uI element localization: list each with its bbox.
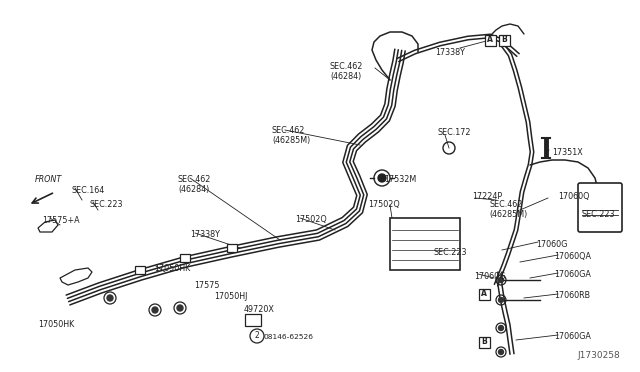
Text: 17502Q: 17502Q: [368, 200, 400, 209]
Circle shape: [499, 326, 504, 330]
Polygon shape: [60, 268, 92, 285]
Text: SEC.462
(46285M): SEC.462 (46285M): [272, 126, 310, 145]
Text: B: B: [501, 35, 507, 45]
Text: 17338Y: 17338Y: [435, 48, 465, 57]
Bar: [227, 244, 237, 252]
Bar: [180, 254, 190, 262]
Circle shape: [378, 174, 386, 182]
Text: SEC.462
(46284): SEC.462 (46284): [330, 62, 364, 81]
Text: 17060G: 17060G: [474, 272, 506, 281]
Text: SEC.172: SEC.172: [438, 128, 472, 137]
Text: 17532M: 17532M: [384, 175, 416, 184]
Circle shape: [177, 305, 183, 311]
Text: A: A: [481, 289, 487, 298]
Text: 2: 2: [255, 331, 259, 340]
Text: SEC.462
(46284): SEC.462 (46284): [178, 175, 211, 195]
Text: SEC.223: SEC.223: [90, 200, 124, 209]
Text: SEC.164: SEC.164: [72, 186, 105, 195]
Bar: [479, 337, 490, 347]
Bar: [245, 314, 261, 326]
Bar: [390, 218, 460, 270]
Circle shape: [499, 278, 504, 282]
Text: 17050HK: 17050HK: [38, 320, 74, 329]
Text: 17060QA: 17060QA: [554, 252, 591, 261]
Text: 17060Q: 17060Q: [558, 192, 589, 201]
Text: A: A: [487, 35, 493, 45]
Polygon shape: [38, 220, 58, 232]
Text: FRONT: FRONT: [35, 176, 61, 185]
Text: 17050HK: 17050HK: [154, 264, 190, 273]
Text: 17060G: 17060G: [536, 240, 568, 249]
Text: 17050HJ: 17050HJ: [214, 292, 248, 301]
Text: 17060GA: 17060GA: [554, 270, 591, 279]
Text: 17224P: 17224P: [472, 192, 502, 201]
Text: 17060RB: 17060RB: [554, 291, 590, 300]
Text: 17060GA: 17060GA: [554, 332, 591, 341]
Bar: [135, 266, 145, 274]
Text: 17351X: 17351X: [552, 148, 583, 157]
Text: 08146-62526: 08146-62526: [263, 334, 313, 340]
Circle shape: [107, 295, 113, 301]
Text: 17575+A: 17575+A: [42, 216, 79, 225]
Bar: [484, 35, 495, 45]
Bar: [479, 289, 490, 299]
Text: SEC.462
(46285M): SEC.462 (46285M): [489, 200, 527, 219]
Text: 49720X: 49720X: [244, 305, 275, 314]
Bar: [499, 35, 509, 45]
Circle shape: [499, 350, 504, 355]
Text: J1730258: J1730258: [577, 351, 620, 360]
Circle shape: [152, 307, 158, 313]
Text: SEC.223: SEC.223: [582, 210, 616, 219]
Text: 17502Q: 17502Q: [295, 215, 327, 224]
Text: 17338Y: 17338Y: [190, 230, 220, 239]
FancyBboxPatch shape: [578, 183, 622, 232]
Circle shape: [499, 298, 504, 302]
Text: B: B: [481, 337, 487, 346]
Text: SEC.223: SEC.223: [434, 248, 467, 257]
Text: 17575: 17575: [194, 281, 220, 290]
